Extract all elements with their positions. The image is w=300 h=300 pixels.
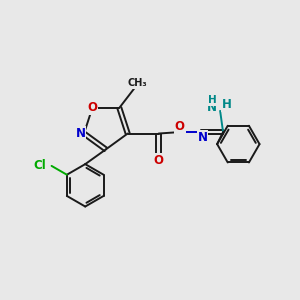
Text: H: H: [222, 98, 232, 112]
Text: O: O: [87, 101, 97, 114]
Text: O: O: [175, 120, 185, 133]
Text: N: N: [197, 131, 208, 144]
Text: N: N: [76, 127, 85, 140]
Text: CH₃: CH₃: [127, 78, 147, 88]
Text: O: O: [154, 154, 164, 166]
Text: Cl: Cl: [34, 159, 46, 172]
Text: H: H: [208, 95, 216, 105]
Text: N: N: [207, 101, 217, 114]
